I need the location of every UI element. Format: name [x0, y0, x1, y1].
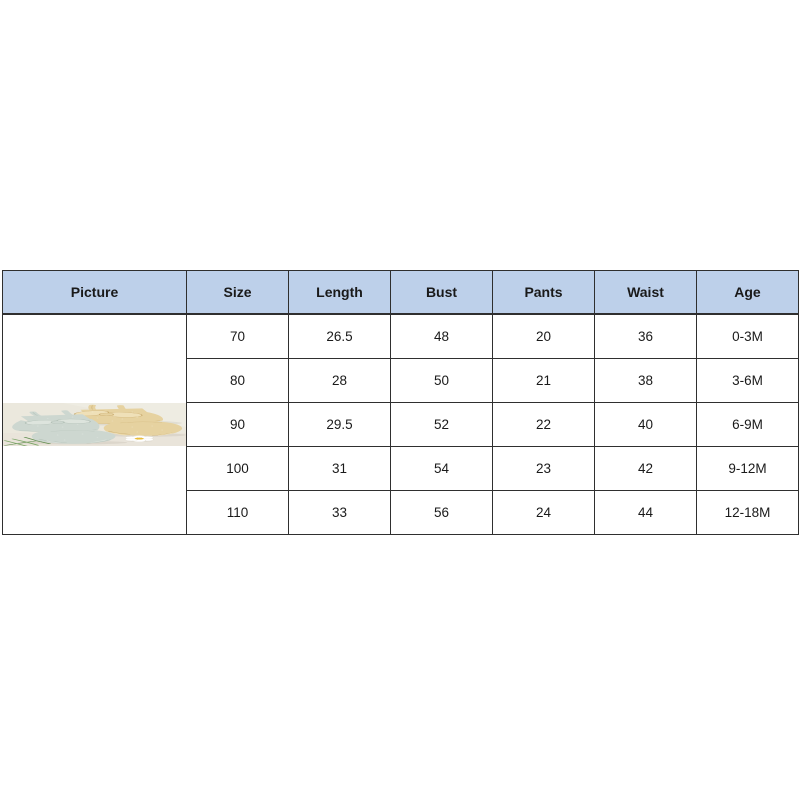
cell-waist: 42	[594, 446, 697, 491]
cell-waist: 36	[594, 313, 697, 359]
column-header-waist: Waist	[594, 270, 697, 315]
cell-length: 26.5	[288, 313, 391, 359]
cell-length: 29.5	[288, 402, 391, 447]
column-header-length: Length	[288, 270, 391, 315]
size-chart-table: Picture Size Length Bust Pants Waist Age	[2, 270, 799, 535]
cell-bust: 48	[390, 313, 493, 359]
cell-length: 28	[288, 358, 391, 403]
size-chart-body: 70 26.5 48 20 36 0-3M 80 28 50 21 38 3-6…	[2, 313, 799, 535]
cell-age: 6-9M	[696, 402, 799, 447]
cell-pants: 24	[492, 490, 595, 535]
yellow-bloomers	[103, 420, 183, 436]
product-photo	[3, 403, 186, 446]
column-header-size: Size	[186, 270, 289, 315]
cell-waist: 44	[594, 490, 697, 535]
cell-size: 80	[186, 358, 289, 403]
cell-bust: 50	[390, 358, 493, 403]
column-header-age: Age	[696, 270, 799, 315]
column-header-pants: Pants	[492, 270, 595, 315]
fabric-dots	[91, 411, 139, 422]
mint-outfit	[12, 410, 100, 433]
product-photo-cell	[2, 313, 187, 535]
cell-size: 110	[186, 490, 289, 535]
cell-pants: 21	[492, 358, 595, 403]
cell-bust: 56	[390, 490, 493, 535]
column-header-picture: Picture	[2, 270, 187, 315]
table-row: 100 31 54 23 42 9-12M	[3, 446, 799, 491]
cell-age: 3-6M	[696, 358, 799, 403]
cell-age: 9-12M	[696, 446, 799, 491]
cell-age: 12-18M	[696, 490, 799, 535]
table-row: 70 26.5 48 20 36 0-3M	[2, 313, 799, 535]
cell-bust: 54	[390, 446, 493, 491]
cell-pants: 20	[492, 313, 595, 359]
cell-size: 70	[186, 313, 289, 359]
column-header-bust: Bust	[390, 270, 493, 315]
table-row: 110 33 56 24 44 12-18M	[3, 490, 799, 535]
cell-pants: 22	[492, 402, 595, 447]
cell-size: 100	[186, 446, 289, 491]
cell-age: 0-3M	[696, 313, 799, 359]
cell-waist: 38	[594, 358, 697, 403]
cell-pants: 23	[492, 446, 595, 491]
size-chart-header: Picture Size Length Bust Pants Waist Age	[2, 270, 799, 315]
cell-length: 33	[288, 490, 391, 535]
mint-bloomers	[31, 429, 116, 444]
cell-waist: 40	[594, 402, 697, 447]
daisy-flower	[124, 435, 154, 442]
cell-bust: 52	[390, 402, 493, 447]
header-row: Picture Size Length Bust Pants Waist Age	[2, 270, 799, 315]
cell-length: 31	[288, 446, 391, 491]
cell-size: 90	[186, 402, 289, 447]
table-row: 90 29.5 52 22 40 6-9M	[3, 402, 799, 447]
